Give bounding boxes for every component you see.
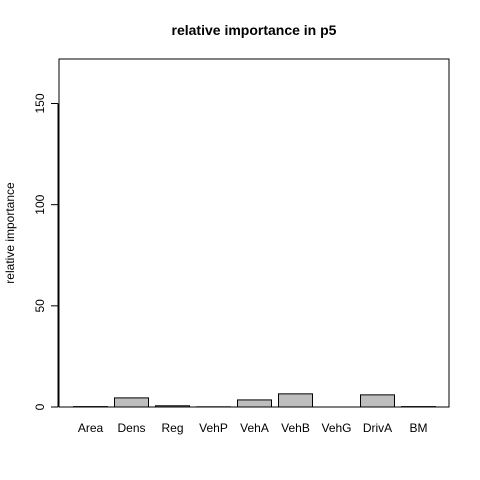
bar-vehb — [278, 393, 313, 408]
chart-title: relative importance in p5 — [172, 22, 337, 38]
x-tick-label: VehP — [199, 421, 228, 435]
x-tick-label: BM — [410, 421, 428, 435]
x-tick-label: VehA — [240, 421, 269, 435]
x-axis-labels: Area Dens Reg VehP VehA VehB VehG DrivA BM — [78, 421, 428, 435]
y-tick-label: 0 — [33, 403, 47, 410]
plot-frame — [58, 58, 450, 408]
y-tick-label: 50 — [33, 299, 47, 313]
y-tick-label: 150 — [33, 93, 47, 113]
x-tick-label: DrivA — [363, 421, 392, 435]
x-tick-label: VehB — [281, 421, 310, 435]
bars — [73, 393, 436, 408]
bar-reg — [155, 405, 190, 408]
x-tick-label: Reg — [161, 421, 183, 435]
bar-driva — [360, 394, 395, 408]
x-tick-label: Dens — [117, 421, 145, 435]
y-axis-label: relative importance — [3, 182, 17, 284]
y-tick-label: 100 — [33, 194, 47, 214]
bar-dens — [114, 397, 149, 408]
x-tick-label: Area — [78, 421, 104, 435]
bar-veha — [237, 399, 272, 408]
x-tick-label: VehG — [321, 421, 351, 435]
y-axis: 0 50 100 150 — [33, 93, 59, 410]
